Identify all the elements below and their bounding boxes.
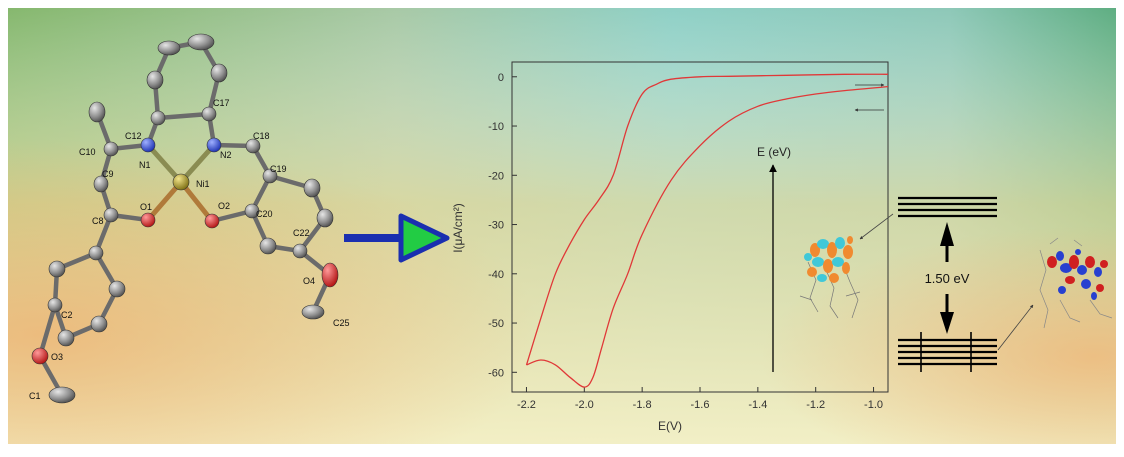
scan-direction-arrows [854, 83, 885, 112]
atom-label: O1 [140, 202, 152, 212]
transition-arrow [344, 213, 450, 263]
atom-label: N2 [220, 150, 232, 160]
homo-levels [898, 332, 997, 372]
atom-label: O4 [303, 276, 315, 286]
homo-orbital-image [1039, 237, 1113, 329]
y-tick-label: -20 [488, 170, 504, 182]
atom-label: N1 [139, 160, 151, 170]
x-axis: -2.2 -2.0 -1.8 -1.6 -1.4 -1.2 -1.0 [517, 387, 883, 411]
atom-label: C8 [92, 216, 104, 226]
energy-diagram: E (eV) 1.50 eV [757, 145, 1113, 372]
crystal-structure: C12 C17 C18 C10 N1 N2 Ni1 C9 C19 O1 O2 C… [29, 33, 350, 404]
y-tick-label: -40 [488, 269, 504, 281]
atom-label: C22 [293, 228, 310, 238]
cyclic-voltammogram: -2.2 -2.0 -1.8 -1.6 -1.4 -1.2 -1.0 0 -10 -20 -30 -… [451, 61, 889, 433]
x-tick-label: -1.8 [633, 399, 652, 411]
x-tick-label: -1.2 [806, 399, 825, 411]
atom-label: C18 [253, 131, 270, 141]
y-axis-label: I(μA/cm²) [451, 203, 465, 253]
x-tick-label: -1.6 [691, 399, 710, 411]
x-tick-label: -2.2 [517, 399, 536, 411]
y-tick-label: -10 [488, 121, 504, 133]
y-axis: 0 -10 -20 -30 -40 -50 -60 [488, 72, 517, 379]
energy-axis-label: E (eV) [757, 145, 791, 159]
cv-curves [525, 73, 889, 388]
atoms [31, 33, 339, 404]
atom-label: C19 [270, 164, 287, 174]
gap-arrow [940, 222, 954, 334]
x-tick-label: -2.0 [575, 399, 594, 411]
y-tick-label: -30 [488, 220, 504, 232]
x-tick-label: -1.4 [748, 399, 767, 411]
atom-label: O2 [218, 201, 230, 211]
atom-label: Ni1 [196, 179, 210, 189]
band-gap-label: 1.50 eV [925, 271, 970, 286]
lumo-levels [898, 196, 997, 218]
atom-labels: C12 C17 C18 C10 N1 N2 Ni1 C9 C19 O1 O2 C… [29, 98, 350, 401]
y-tick-label: -60 [488, 367, 504, 379]
x-tick-label: -1.0 [864, 399, 883, 411]
cv-series-line [526, 85, 889, 388]
atom-label: C12 [125, 131, 142, 141]
x-axis-label: E(V) [658, 419, 682, 433]
homo-pointer [997, 304, 1034, 351]
atom-label: C10 [79, 147, 96, 157]
y-tick-label: 0 [498, 72, 504, 84]
cv-series-line [525, 73, 889, 366]
lumo-pointer [859, 213, 894, 240]
y-tick-label: -50 [488, 318, 504, 330]
atom-label: C1 [29, 391, 41, 401]
lumo-orbital-image [799, 236, 861, 319]
atom-label: C20 [256, 209, 273, 219]
atom-label: C2 [61, 310, 73, 320]
atom-label: C9 [102, 169, 114, 179]
atom-label: O3 [51, 352, 63, 362]
atom-label: C17 [213, 98, 230, 108]
atom-label: C25 [333, 318, 350, 328]
